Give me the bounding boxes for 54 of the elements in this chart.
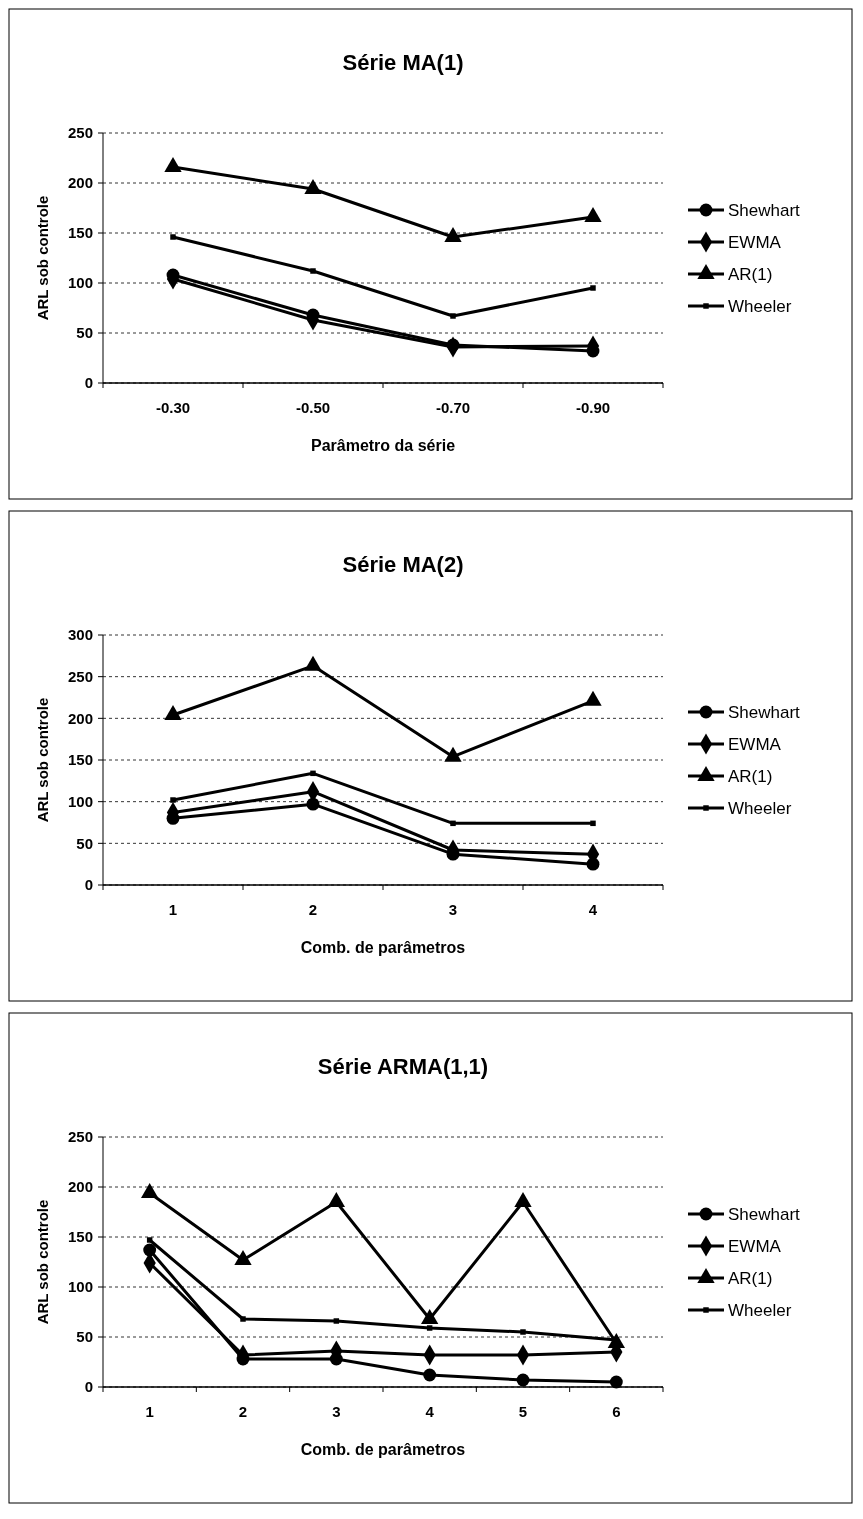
y-axis-title: ARL sob controle	[34, 195, 51, 321]
x-tick-label: -0.50	[295, 399, 331, 416]
y-tick-label: 0	[84, 1378, 93, 1396]
legend-label: AR(1)	[728, 1268, 773, 1288]
x-tick-label: 3	[448, 901, 458, 918]
x-tick-label: -0.90	[575, 399, 611, 416]
x-tick-label: 1	[168, 901, 178, 918]
legend-label: Shewhart	[728, 200, 801, 220]
legend-label: EWMA	[728, 1236, 782, 1256]
chart-title: Série MA(1)	[342, 50, 464, 75]
x-tick-label: -0.30	[155, 399, 191, 416]
y-tick-label: 100	[67, 274, 93, 292]
legend-label: AR(1)	[728, 264, 773, 284]
legend-label: Wheeler	[728, 296, 792, 316]
y-tick-label: 150	[67, 1228, 93, 1246]
x-tick-label: 5	[518, 1403, 528, 1420]
chart-title: Série MA(2)	[342, 552, 464, 577]
legend-label: AR(1)	[728, 766, 773, 786]
y-tick-label: 200	[67, 1178, 93, 1196]
y-tick-label: 150	[67, 751, 93, 769]
x-tick-label: 1	[145, 1403, 154, 1420]
legend-label: EWMA	[728, 734, 782, 754]
x-tick-label: -0.70	[435, 399, 471, 416]
y-tick-label: 100	[67, 792, 93, 810]
x-axis-title: Parâmetro da série	[310, 437, 456, 454]
y-tick-label: 100	[67, 1278, 93, 1296]
x-axis-title: Comb. de parâmetros	[300, 939, 466, 956]
x-axis-title: Comb. de parâmetros	[300, 1441, 466, 1458]
y-tick-label: 150	[67, 224, 93, 242]
y-tick-label: 50	[76, 1328, 93, 1346]
y-tick-label: 250	[67, 667, 93, 685]
y-tick-label: 0	[84, 374, 93, 392]
x-tick-label: 2	[308, 901, 318, 918]
y-tick-label: 250	[67, 124, 93, 142]
x-tick-label: 4	[588, 901, 598, 918]
y-tick-label: 200	[67, 709, 93, 727]
y-tick-label: 0	[84, 876, 93, 894]
legend-label: Shewhart	[728, 1204, 801, 1224]
legend-label: EWMA	[728, 232, 782, 252]
chart-title: Série ARMA(1,1)	[317, 1054, 489, 1079]
x-tick-label: 3	[332, 1403, 341, 1420]
legend-label: Shewhart	[728, 702, 801, 722]
y-tick-label: 250	[67, 1128, 93, 1146]
y-tick-label: 200	[67, 174, 93, 192]
y-tick-label: 50	[76, 324, 93, 342]
y-tick-label: 50	[76, 834, 93, 852]
legend-label: Wheeler	[728, 1300, 792, 1320]
y-axis-title: ARL sob controle	[34, 1199, 51, 1325]
x-tick-label: 4	[425, 1403, 435, 1420]
x-tick-label: 2	[238, 1403, 248, 1420]
y-axis-title: ARL sob controle	[34, 697, 51, 823]
legend-label: Wheeler	[728, 798, 792, 818]
x-tick-label: 6	[612, 1403, 621, 1420]
y-tick-label: 300	[67, 626, 93, 644]
